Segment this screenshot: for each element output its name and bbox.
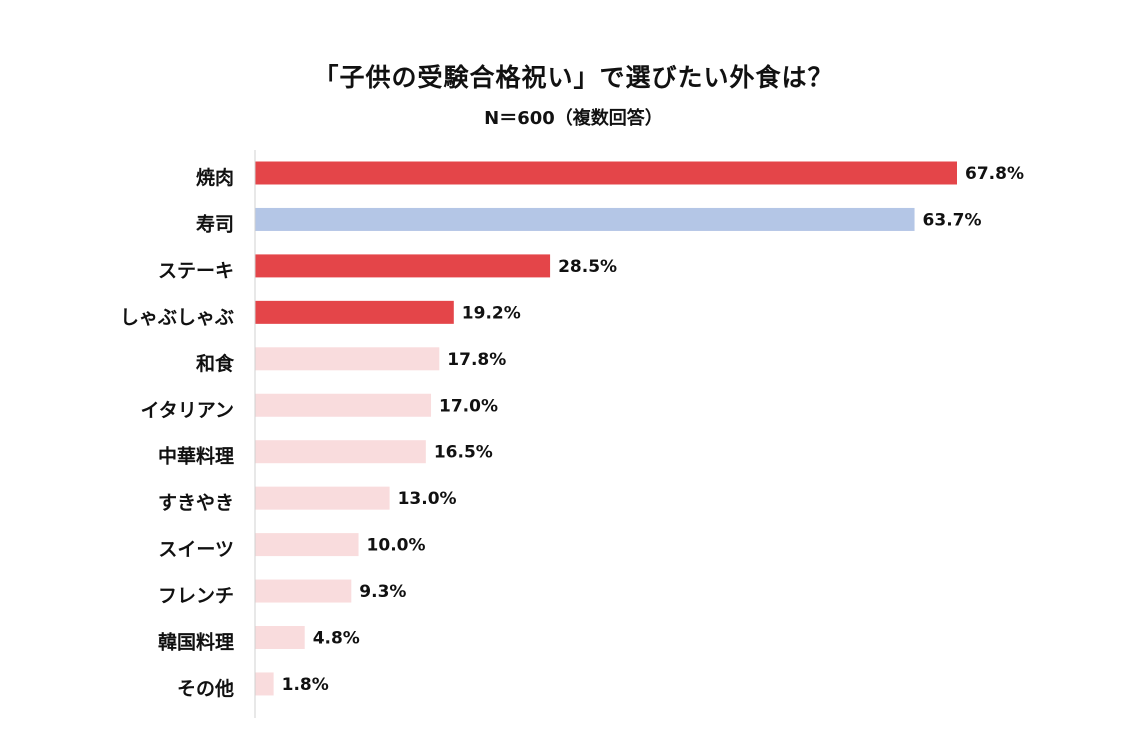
category-label: スイーツ (158, 539, 234, 561)
category-label: ステーキ (158, 260, 234, 282)
data-label: 1.8% (282, 675, 329, 695)
bar (255, 254, 551, 278)
data-label: 28.5% (558, 257, 617, 277)
data-label: 67.8% (965, 164, 1024, 184)
bar (255, 579, 352, 603)
category-label: 和食 (196, 352, 235, 375)
category-label: 韓国料理 (158, 631, 234, 654)
category-label: イタリアン (141, 399, 234, 421)
chart-title: 「子供の受験合格祝い」で選びたい外食は？ (313, 63, 834, 92)
bar (255, 672, 274, 696)
data-label: 16.5% (434, 443, 493, 463)
bar (255, 486, 390, 510)
bar (255, 533, 359, 557)
category-label: 焼肉 (196, 166, 234, 189)
data-label: 63.7% (923, 210, 982, 230)
bar (255, 300, 454, 324)
category-label: しゃぶしゃぶ (120, 306, 234, 328)
bar (255, 161, 957, 185)
data-label: 4.8% (313, 629, 360, 649)
category-label: 中華料理 (158, 445, 234, 468)
bar (255, 207, 915, 231)
data-label: 10.0% (367, 536, 426, 556)
data-label: 17.0% (439, 396, 498, 416)
bar (255, 347, 440, 371)
chart-subtitle: N＝600（複数回答） (484, 108, 663, 129)
data-label: 19.2% (462, 303, 521, 323)
data-label: 17.8% (447, 350, 506, 370)
bar (255, 440, 426, 464)
data-label: 9.3% (359, 582, 406, 602)
bars-layer: 焼肉 67.8% 寿司 63.7% ステーキ 28.5% しゃぶしゃぶ 19.2% 和食 17.8… (120, 161, 1024, 700)
category-label: すきやき (158, 492, 234, 514)
category-label: その他 (177, 677, 234, 700)
category-label: フレンチ (158, 585, 234, 607)
category-label: 寿司 (196, 212, 234, 235)
bar (255, 626, 305, 649)
bar (255, 393, 432, 417)
data-label: 13.0% (398, 489, 457, 509)
